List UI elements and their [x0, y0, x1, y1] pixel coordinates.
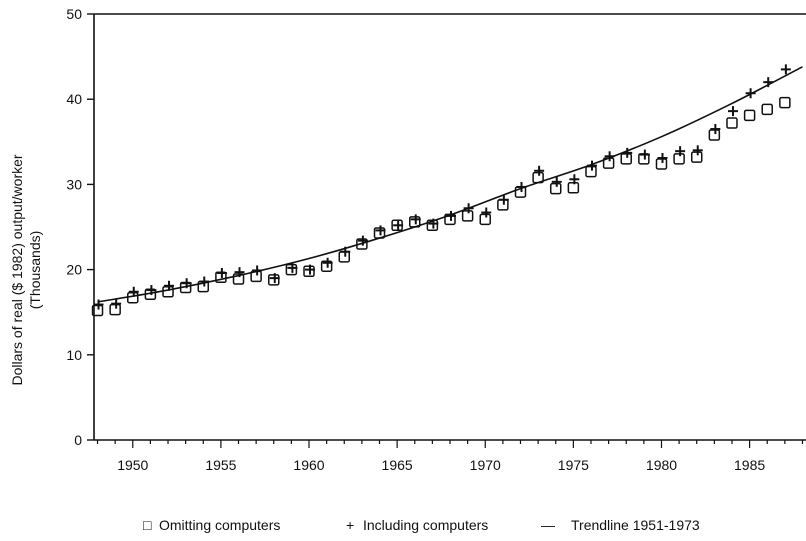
- point-including-computers: [481, 207, 492, 218]
- trendline-layer: [97, 66, 803, 303]
- x-tick-label: 1975: [558, 457, 589, 473]
- point-including-computers: [586, 160, 597, 171]
- point-omitting-computers: [144, 288, 157, 301]
- point-omitting-computers: [779, 96, 791, 109]
- point-including-computers: [710, 124, 721, 135]
- point-including-computers: [164, 280, 175, 291]
- y-axis-title: Dollars of real ($ 1982) output/worker: [9, 154, 25, 385]
- point-omitting-computers: [127, 291, 139, 304]
- point-including-computers: [551, 176, 562, 187]
- point-omitting-computers: [109, 303, 121, 316]
- legend: □ Omitting computers + Including compute…: [143, 517, 700, 533]
- point-omitting-computers: [162, 286, 174, 298]
- point-omitting-computers: [179, 281, 192, 294]
- axes-layer: [87, 13, 806, 448]
- point-including-computers: [657, 152, 668, 163]
- point-omitting-computers: [215, 271, 227, 284]
- point-omitting-computers: [373, 227, 386, 239]
- point-including-computers: [234, 267, 245, 278]
- point-omitting-computers: [409, 216, 421, 228]
- point-omitting-computers: [585, 165, 597, 178]
- point-omitting-computers: [303, 265, 315, 278]
- point-omitting-computers: [250, 270, 262, 283]
- point-omitting-computers: [602, 157, 615, 169]
- point-omitting-computers: [514, 186, 527, 198]
- labels-layer: 0 10 20 30 40 50 1950 1955 1960 1965 1970 1975 1980 1…: [66, 6, 765, 473]
- point-omitting-computers: [497, 199, 509, 211]
- x-tick-label: 1950: [117, 457, 148, 473]
- point-omitting-computers: [461, 210, 474, 222]
- legend-label-trendline: Trendline 1951-1973: [571, 517, 700, 533]
- point-omitting-computers: [479, 213, 491, 226]
- y-tick-label: 30: [66, 176, 82, 192]
- point-omitting-computers: [655, 158, 668, 170]
- point-omitting-computers: [673, 153, 685, 165]
- point-including-computers: [763, 77, 774, 88]
- legend-dash-symbol: —: [541, 517, 555, 533]
- point-omitting-computers: [549, 182, 562, 195]
- point-including-computers: [128, 286, 139, 297]
- point-omitting-computers: [726, 117, 738, 129]
- point-omitting-computers: [285, 263, 298, 276]
- point-including-computers: [780, 64, 791, 75]
- legend-plus-symbol: +: [346, 517, 354, 533]
- point-omitting-computers: [268, 274, 280, 286]
- marks-layer: [91, 64, 791, 317]
- legend-label-including: Including computers: [363, 517, 488, 533]
- legend-square-symbol: □: [143, 517, 152, 533]
- point-omitting-computers: [567, 182, 580, 194]
- point-omitting-computers: [761, 103, 773, 116]
- point-omitting-computers: [690, 151, 703, 163]
- x-tick-label: 1960: [293, 457, 324, 473]
- y-tick-label: 40: [66, 91, 82, 107]
- point-omitting-computers: [91, 304, 104, 317]
- point-omitting-computers: [743, 109, 756, 122]
- point-omitting-computers: [320, 260, 333, 272]
- legend-label-omitting: Omitting computers: [159, 517, 280, 533]
- point-omitting-computers: [620, 153, 632, 165]
- point-including-computers: [622, 147, 633, 158]
- y-tick-label: 20: [66, 262, 82, 278]
- trendline: [97, 66, 803, 303]
- point-including-computers: [111, 298, 122, 309]
- point-omitting-computers: [338, 251, 351, 263]
- point-including-computers: [745, 88, 756, 99]
- point-including-computers: [252, 265, 263, 276]
- point-omitting-computers: [426, 219, 439, 232]
- y-tick-label: 10: [66, 347, 82, 363]
- point-including-computers: [534, 165, 545, 176]
- point-omitting-computers: [197, 280, 210, 293]
- x-tick-label: 1955: [205, 457, 236, 473]
- point-omitting-computers: [356, 238, 368, 250]
- y-tick-label: 50: [66, 6, 82, 22]
- point-omitting-computers: [708, 129, 721, 141]
- x-tick-label: 1970: [470, 457, 501, 473]
- x-tick-label: 1980: [646, 457, 677, 473]
- x-tick-label: 1985: [734, 457, 765, 473]
- x-tick-label: 1965: [382, 457, 413, 473]
- point-omitting-computers: [532, 171, 544, 184]
- point-including-computers: [604, 151, 615, 162]
- y-tick-label: 0: [74, 432, 82, 448]
- point-omitting-computers: [444, 213, 456, 226]
- point-including-computers: [93, 299, 104, 310]
- point-omitting-computers: [638, 153, 650, 165]
- point-omitting-computers: [391, 219, 403, 232]
- y-axis-subtitle: (Thousands): [27, 231, 43, 310]
- point-including-computers: [727, 106, 738, 117]
- point-including-computers: [692, 145, 703, 156]
- point-omitting-computers: [232, 273, 245, 285]
